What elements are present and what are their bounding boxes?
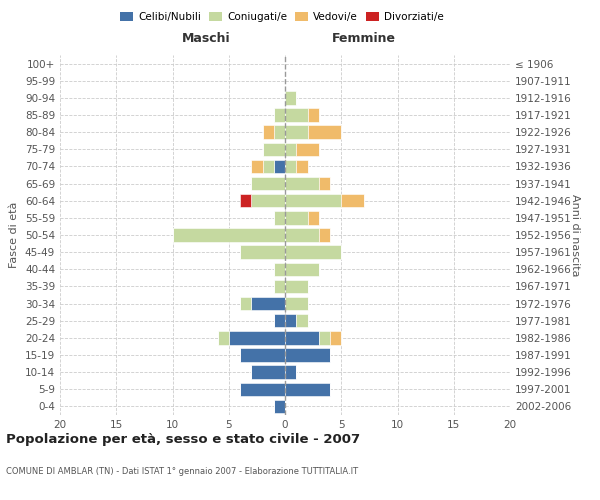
Bar bbox=[263, 142, 285, 156]
Bar bbox=[285, 142, 296, 156]
Bar bbox=[296, 314, 308, 328]
Text: Maschi: Maschi bbox=[182, 32, 230, 44]
Bar bbox=[240, 348, 285, 362]
Bar bbox=[240, 246, 285, 259]
Bar bbox=[319, 177, 330, 190]
Bar bbox=[263, 126, 274, 139]
Bar bbox=[251, 160, 263, 173]
Bar bbox=[285, 246, 341, 259]
Bar bbox=[274, 211, 285, 224]
Bar bbox=[319, 228, 330, 241]
Bar bbox=[285, 280, 308, 293]
Bar bbox=[296, 142, 319, 156]
Bar bbox=[285, 331, 319, 344]
Bar bbox=[285, 348, 330, 362]
Bar bbox=[229, 331, 285, 344]
Bar bbox=[263, 160, 274, 173]
Bar bbox=[173, 228, 285, 241]
Bar bbox=[251, 297, 285, 310]
Bar bbox=[285, 211, 308, 224]
Bar bbox=[308, 211, 319, 224]
Bar bbox=[251, 177, 285, 190]
Text: Popolazione per età, sesso e stato civile - 2007: Popolazione per età, sesso e stato civil… bbox=[6, 432, 360, 446]
Bar bbox=[274, 126, 285, 139]
Bar bbox=[285, 262, 319, 276]
Bar bbox=[274, 400, 285, 413]
Bar bbox=[341, 194, 364, 207]
Bar bbox=[251, 194, 285, 207]
Bar bbox=[285, 382, 330, 396]
Bar bbox=[296, 160, 308, 173]
Bar bbox=[285, 228, 319, 241]
Bar bbox=[285, 91, 296, 104]
Bar bbox=[285, 366, 296, 379]
Bar bbox=[240, 194, 251, 207]
Bar bbox=[285, 297, 308, 310]
Text: Femmine: Femmine bbox=[332, 32, 396, 44]
Y-axis label: Anni di nascita: Anni di nascita bbox=[570, 194, 580, 276]
Bar bbox=[285, 177, 319, 190]
Bar bbox=[285, 194, 341, 207]
Bar bbox=[274, 108, 285, 122]
Bar bbox=[285, 108, 308, 122]
Bar bbox=[274, 160, 285, 173]
Bar bbox=[308, 126, 341, 139]
Bar bbox=[285, 126, 308, 139]
Bar bbox=[240, 297, 251, 310]
Legend: Celibi/Nubili, Coniugati/e, Vedovi/e, Divorziati/e: Celibi/Nubili, Coniugati/e, Vedovi/e, Di… bbox=[116, 8, 448, 26]
Bar bbox=[285, 160, 296, 173]
Bar bbox=[274, 314, 285, 328]
Bar bbox=[251, 366, 285, 379]
Bar bbox=[308, 108, 319, 122]
Bar bbox=[218, 331, 229, 344]
Text: COMUNE DI AMBLAR (TN) - Dati ISTAT 1° gennaio 2007 - Elaborazione TUTTITALIA.IT: COMUNE DI AMBLAR (TN) - Dati ISTAT 1° ge… bbox=[6, 468, 358, 476]
Bar bbox=[240, 382, 285, 396]
Y-axis label: Fasce di età: Fasce di età bbox=[10, 202, 19, 268]
Bar bbox=[319, 331, 330, 344]
Bar bbox=[330, 331, 341, 344]
Bar bbox=[274, 262, 285, 276]
Bar bbox=[285, 314, 296, 328]
Bar bbox=[274, 280, 285, 293]
